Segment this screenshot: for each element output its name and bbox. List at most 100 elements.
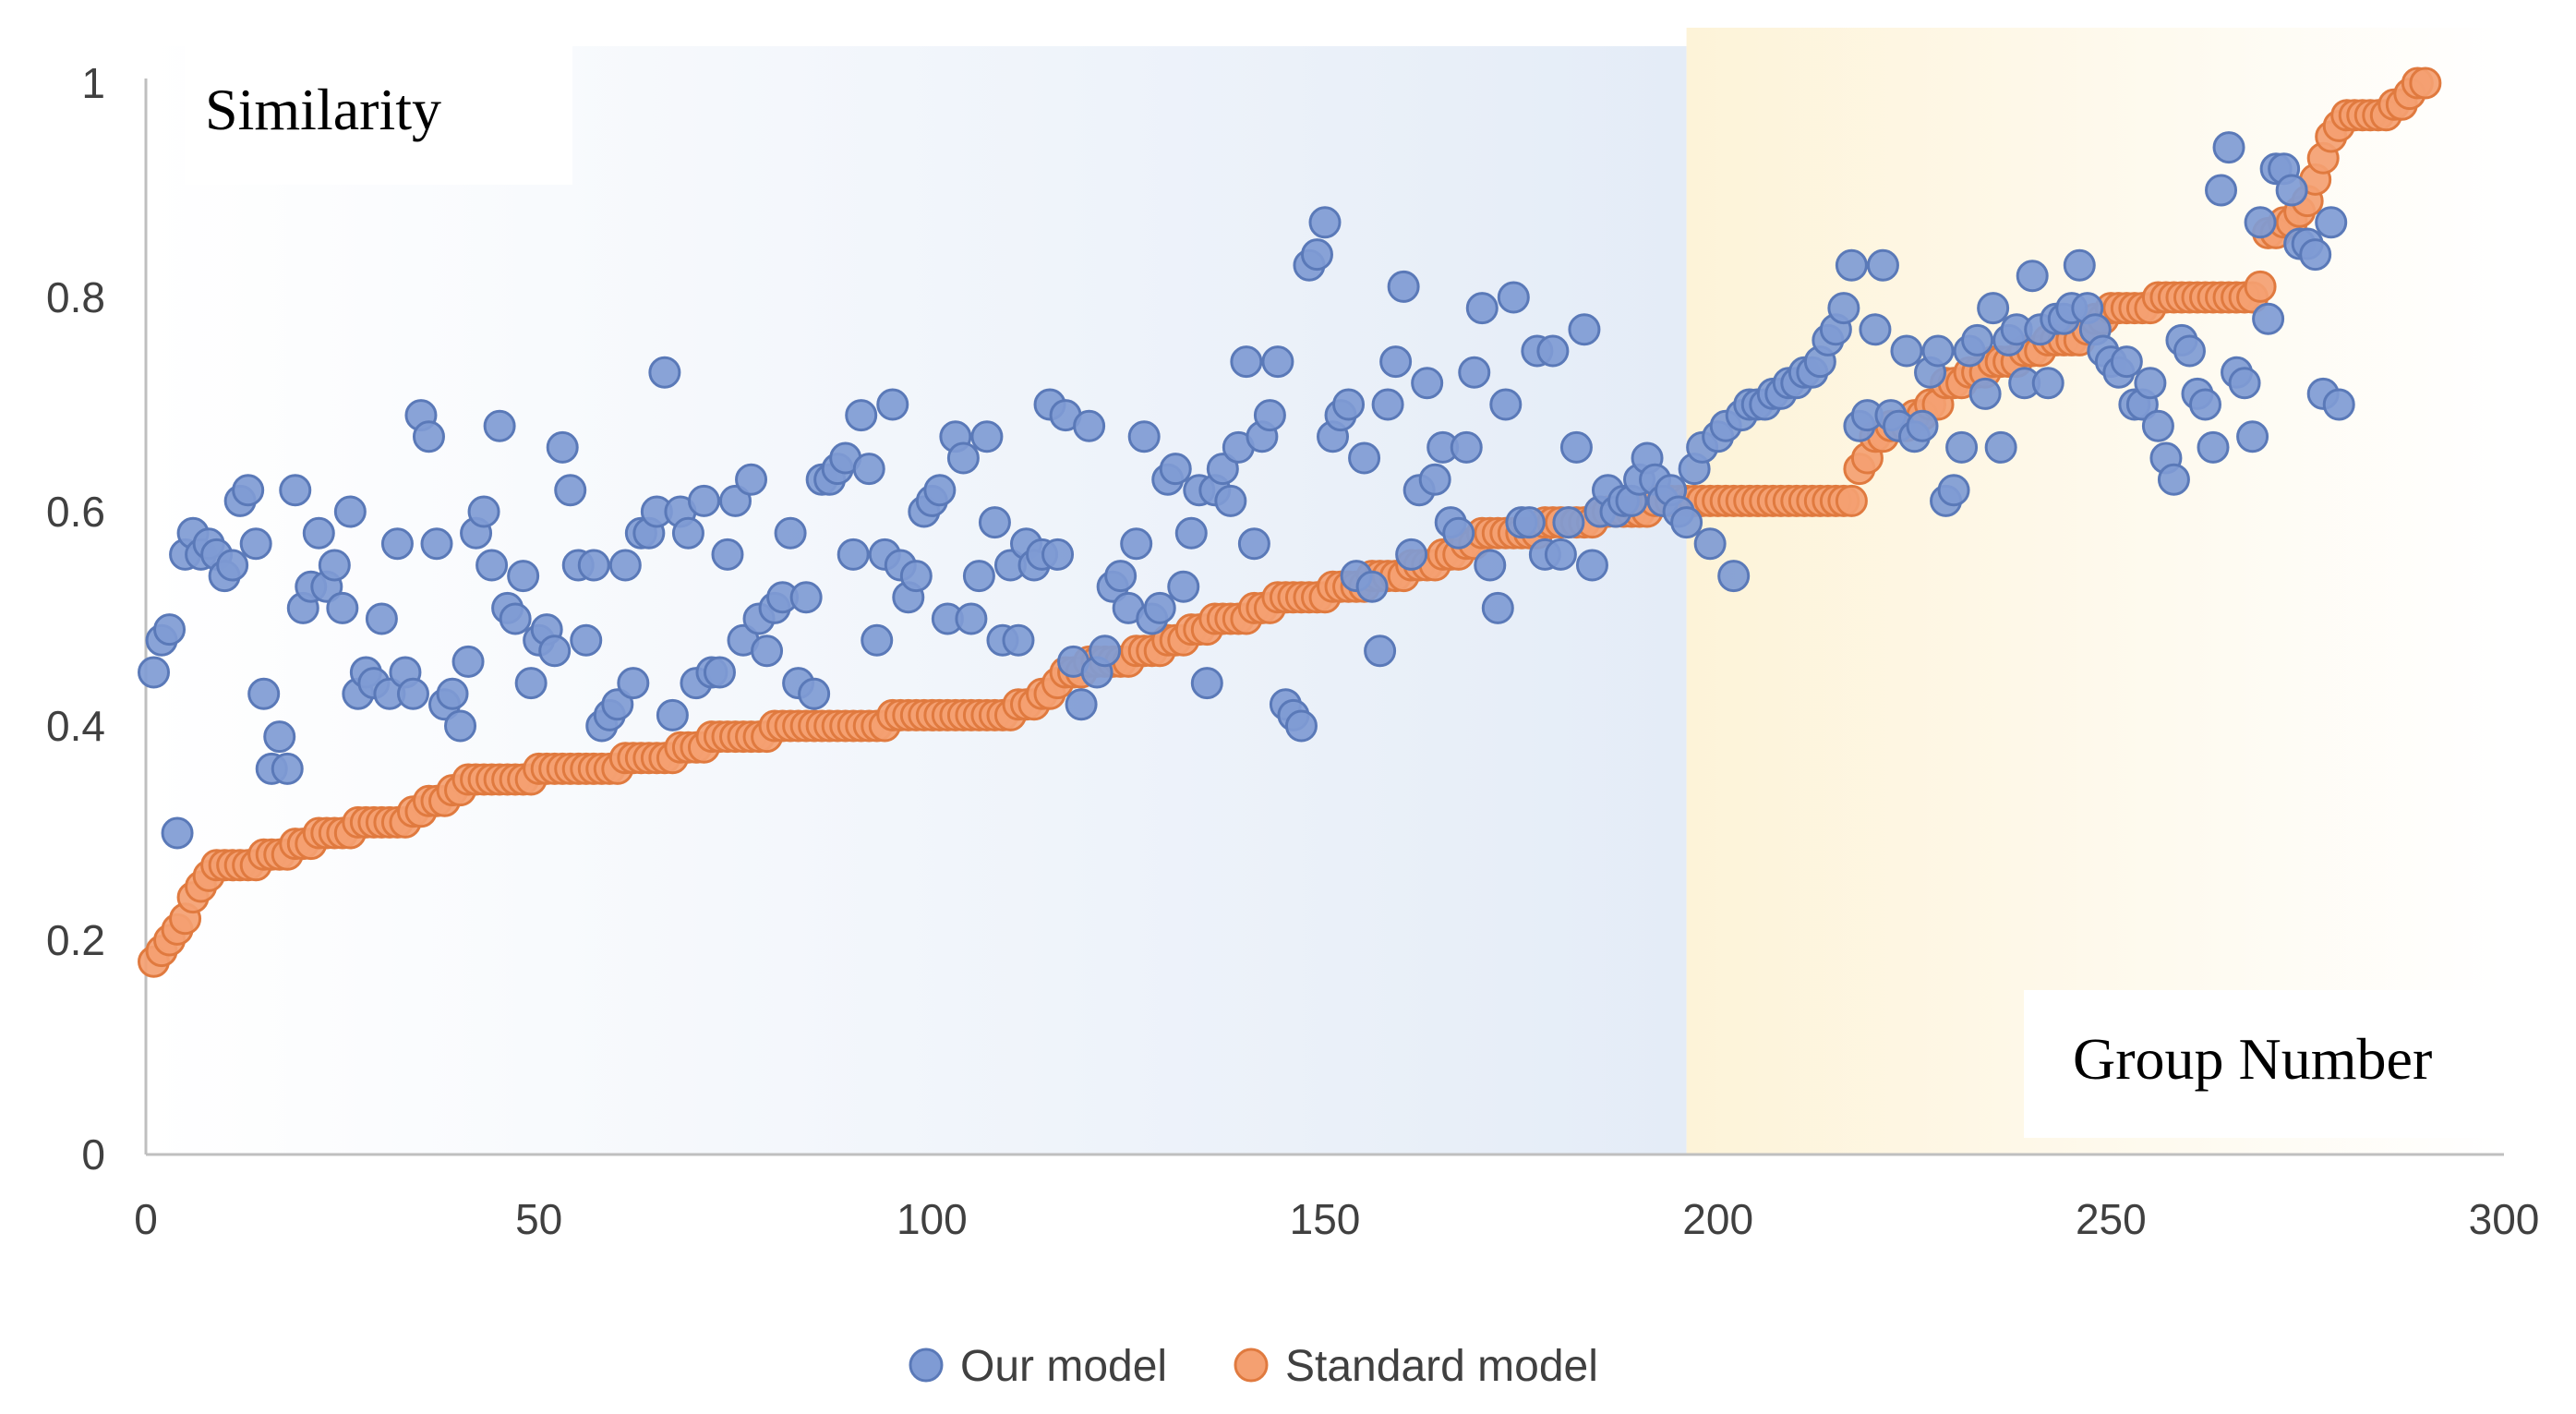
point-our-model (1002, 623, 1035, 657)
point-our-model (546, 430, 579, 464)
point-our-model (1300, 238, 1333, 272)
point-our-model (2110, 345, 2143, 379)
point-our-model (1489, 388, 1523, 421)
point-our-model (1190, 667, 1223, 700)
point-our-model (1984, 430, 2017, 464)
y-tick-labels: 0 0.2 0.4 0.6 0.8 1 (46, 59, 105, 1178)
point-our-model (1458, 356, 1491, 389)
point-our-model (161, 816, 194, 850)
legend-marker-standard-model (1234, 1348, 1269, 1383)
point-our-model (577, 549, 610, 582)
point-our-model (955, 602, 988, 635)
point-our-model (1945, 430, 1979, 464)
point-our-model (852, 453, 885, 486)
point-our-model (1890, 334, 1923, 368)
x-tick-label: 300 (2469, 1195, 2540, 1243)
point-our-model (656, 698, 689, 731)
point-our-model (1465, 292, 1499, 325)
point-our-model (318, 549, 351, 582)
point-our-model (617, 667, 650, 700)
legend: Our model Standard model (909, 1342, 1598, 1391)
point-our-model (1073, 409, 1106, 442)
point-our-model (1308, 206, 1342, 239)
point-our-model (1411, 367, 1444, 400)
point-our-model (2205, 174, 2238, 207)
point-our-model (1387, 270, 1420, 303)
point-our-model (719, 484, 752, 517)
point-our-model (1364, 634, 1397, 668)
point-our-model (837, 538, 870, 571)
point-our-model (1497, 281, 1530, 314)
point-our-model (1544, 538, 1577, 571)
y-axis-title-background (185, 46, 572, 185)
y-tick-label: 0.8 (46, 273, 105, 321)
point-our-model (1065, 688, 1098, 721)
x-tick-label: 200 (1682, 1195, 1753, 1243)
series-standard-model (138, 66, 2442, 978)
point-our-model (1442, 516, 1475, 550)
point-our-model (2173, 334, 2206, 368)
point-our-model (789, 581, 823, 614)
point-our-model (970, 420, 1004, 453)
x-tick-labels: 0 50 100 150 200 250 300 (134, 1195, 2539, 1243)
point-our-model (1371, 388, 1404, 421)
point-our-model (138, 656, 171, 689)
point-our-model (2275, 174, 2308, 207)
point-standard-model (2244, 270, 2277, 303)
point-our-model (436, 677, 469, 710)
point-our-model (861, 623, 894, 657)
point-our-model (1977, 292, 2010, 325)
point-our-model (1348, 441, 1381, 475)
point-our-model (1827, 292, 1860, 325)
x-tick-label: 100 (897, 1195, 968, 1243)
point-our-model (1174, 516, 1208, 550)
point-our-model (876, 388, 909, 421)
y-tick-label: 0 (81, 1130, 105, 1178)
legend-marker-our-model (909, 1348, 944, 1383)
point-our-model (735, 463, 768, 496)
point-our-model (1230, 345, 1263, 379)
point-our-model (333, 495, 367, 528)
point-our-model (451, 645, 485, 678)
point-our-model (216, 549, 249, 582)
point-our-model (247, 677, 281, 710)
point-our-model (483, 409, 516, 442)
point-our-model (475, 549, 509, 582)
point-our-model (507, 560, 540, 593)
x-axis-title-box: Group Number (2024, 990, 2504, 1138)
point-our-model (2157, 463, 2190, 496)
point-our-model (467, 495, 500, 528)
point-our-model (1284, 709, 1318, 743)
x-axis-title-background (2024, 990, 2504, 1138)
point-our-model (2244, 206, 2277, 239)
point-our-model (2212, 131, 2245, 164)
point-our-model (962, 560, 995, 593)
point-our-model (1568, 313, 1601, 346)
point-our-model (302, 516, 335, 550)
point-our-model (2188, 388, 2221, 421)
point-our-model (2228, 367, 2261, 400)
point-our-model (2063, 248, 2096, 282)
point-our-model (1127, 420, 1161, 453)
point-our-model (239, 527, 272, 561)
point-our-model (1395, 538, 1428, 571)
point-our-model (396, 677, 429, 710)
point-our-model (412, 420, 445, 453)
point-our-model (1167, 570, 1200, 603)
point-our-model (1474, 549, 1507, 582)
point-our-model (1536, 334, 1570, 368)
point-our-model (271, 752, 304, 785)
point-our-model (798, 677, 831, 710)
y-axis-title-box: Similarity (185, 46, 572, 185)
point-our-model (2322, 388, 2355, 421)
point-our-model (2299, 238, 2332, 272)
y-tick-label: 0.4 (46, 702, 105, 750)
x-tick-label: 250 (2076, 1195, 2147, 1243)
legend-label-our-model: Our model (960, 1342, 1167, 1391)
point-our-model (1866, 248, 1899, 282)
point-our-model (899, 560, 933, 593)
point-our-model (2134, 367, 2167, 400)
point-our-model (648, 356, 681, 389)
point-our-model (1512, 506, 1546, 539)
point-standard-model (1835, 484, 1868, 517)
